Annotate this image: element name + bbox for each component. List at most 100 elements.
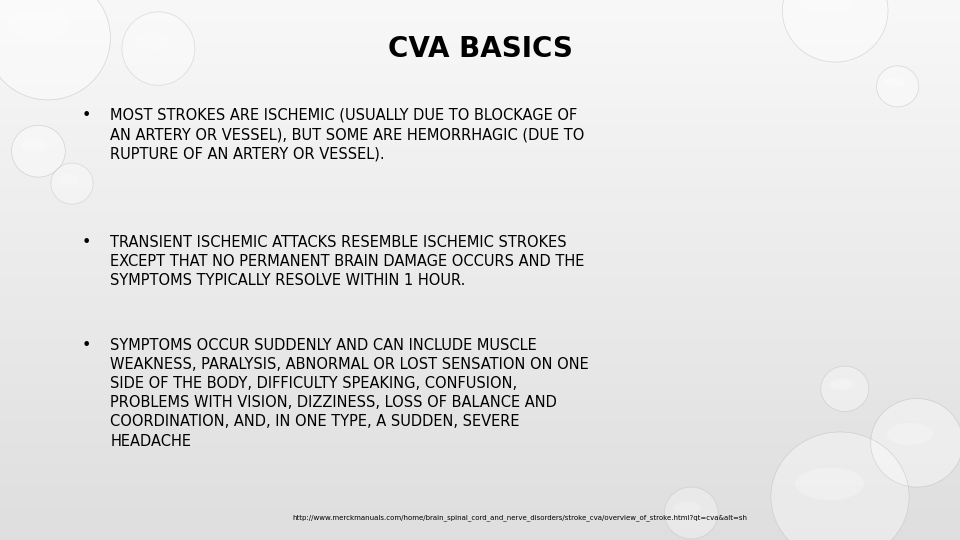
- Bar: [0, 400, 960, 405]
- Bar: [0, 302, 960, 308]
- Bar: [0, 70, 960, 76]
- Ellipse shape: [771, 432, 909, 540]
- Bar: [0, 205, 960, 211]
- Bar: [0, 254, 960, 259]
- Bar: [0, 346, 960, 351]
- Bar: [0, 394, 960, 400]
- Bar: [0, 405, 960, 410]
- Bar: [0, 529, 960, 535]
- Bar: [0, 227, 960, 232]
- Bar: [0, 173, 960, 178]
- Bar: [0, 194, 960, 200]
- Bar: [0, 470, 960, 475]
- Bar: [0, 92, 960, 97]
- Bar: [0, 103, 960, 108]
- Bar: [0, 135, 960, 140]
- Bar: [0, 313, 960, 319]
- Bar: [0, 389, 960, 394]
- Bar: [0, 319, 960, 324]
- Ellipse shape: [871, 399, 960, 487]
- Bar: [0, 475, 960, 481]
- Bar: [0, 189, 960, 194]
- Bar: [0, 335, 960, 340]
- Bar: [0, 76, 960, 81]
- Bar: [0, 518, 960, 524]
- Bar: [0, 178, 960, 184]
- Ellipse shape: [887, 423, 933, 445]
- Ellipse shape: [21, 139, 48, 152]
- Bar: [0, 378, 960, 383]
- Bar: [0, 464, 960, 470]
- Bar: [0, 281, 960, 286]
- Ellipse shape: [884, 77, 905, 87]
- Bar: [0, 308, 960, 313]
- Text: SYMPTOMS OCCUR SUDDENLY AND CAN INCLUDE MUSCLE
WEAKNESS, PARALYSIS, ABNORMAL OR : SYMPTOMS OCCUR SUDDENLY AND CAN INCLUDE …: [110, 338, 589, 449]
- Bar: [0, 151, 960, 157]
- Bar: [0, 524, 960, 529]
- Bar: [0, 130, 960, 135]
- Bar: [0, 232, 960, 238]
- Bar: [0, 259, 960, 265]
- Bar: [0, 427, 960, 432]
- Bar: [0, 140, 960, 146]
- Bar: [0, 270, 960, 275]
- Bar: [0, 146, 960, 151]
- Bar: [0, 481, 960, 486]
- Bar: [0, 421, 960, 427]
- Ellipse shape: [801, 0, 853, 14]
- Bar: [0, 448, 960, 454]
- Bar: [0, 362, 960, 367]
- Ellipse shape: [782, 0, 888, 62]
- Bar: [0, 275, 960, 281]
- Text: •: •: [82, 235, 91, 250]
- Text: TRANSIENT ISCHEMIC ATTACKS RESEMBLE ISCHEMIC STROKES
EXCEPT THAT NO PERMANENT BR: TRANSIENT ISCHEMIC ATTACKS RESEMBLE ISCH…: [110, 235, 585, 288]
- Bar: [0, 486, 960, 491]
- Text: •: •: [82, 108, 91, 123]
- Text: •: •: [82, 338, 91, 353]
- Bar: [0, 454, 960, 459]
- Bar: [0, 491, 960, 497]
- Bar: [0, 32, 960, 38]
- Bar: [0, 221, 960, 227]
- Bar: [0, 243, 960, 248]
- Bar: [0, 329, 960, 335]
- Bar: [0, 286, 960, 292]
- Ellipse shape: [51, 163, 93, 204]
- Bar: [0, 157, 960, 162]
- Bar: [0, 162, 960, 167]
- Bar: [0, 27, 960, 32]
- Ellipse shape: [0, 0, 110, 100]
- Bar: [0, 265, 960, 270]
- Bar: [0, 22, 960, 27]
- Bar: [0, 200, 960, 205]
- Bar: [0, 340, 960, 346]
- Bar: [0, 184, 960, 189]
- Bar: [0, 65, 960, 70]
- Ellipse shape: [122, 12, 195, 85]
- Bar: [0, 508, 960, 513]
- Bar: [0, 437, 960, 443]
- Ellipse shape: [876, 66, 919, 107]
- Bar: [0, 373, 960, 378]
- Bar: [0, 351, 960, 356]
- Bar: [0, 113, 960, 119]
- Bar: [0, 416, 960, 421]
- Bar: [0, 119, 960, 124]
- Bar: [0, 86, 960, 92]
- Bar: [0, 356, 960, 362]
- Bar: [0, 54, 960, 59]
- Ellipse shape: [821, 366, 869, 411]
- Ellipse shape: [795, 468, 864, 500]
- Ellipse shape: [12, 125, 65, 177]
- Text: MOST STROKES ARE ISCHEMIC (USUALLY DUE TO BLOCKAGE OF
AN ARTERY OR VESSEL), BUT : MOST STROKES ARE ISCHEMIC (USUALLY DUE T…: [110, 108, 585, 161]
- Bar: [0, 81, 960, 86]
- Ellipse shape: [674, 501, 701, 514]
- Bar: [0, 383, 960, 389]
- Bar: [0, 497, 960, 502]
- Ellipse shape: [829, 379, 853, 390]
- Bar: [0, 535, 960, 540]
- Bar: [0, 367, 960, 373]
- Bar: [0, 0, 960, 5]
- Bar: [0, 238, 960, 243]
- Bar: [0, 97, 960, 103]
